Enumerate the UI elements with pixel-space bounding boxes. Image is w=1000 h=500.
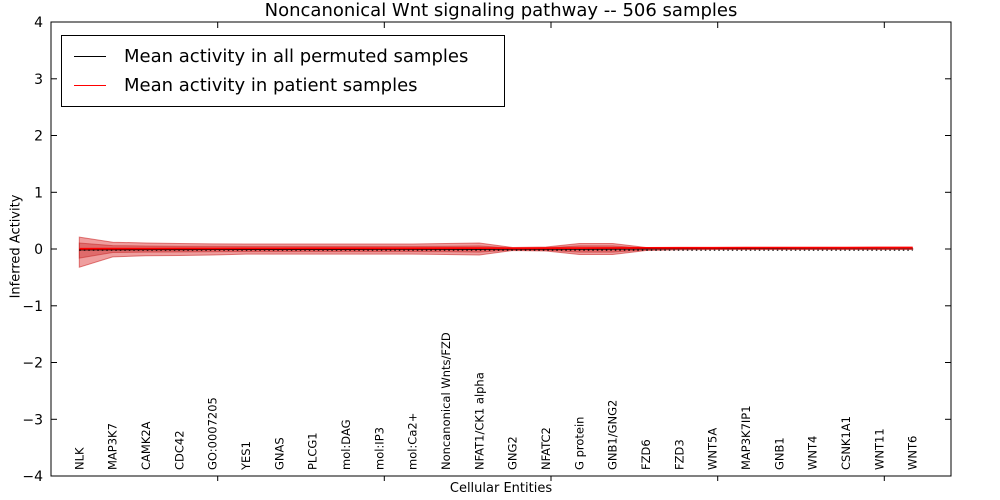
x-entity-label: CSNK1A1 (839, 416, 853, 470)
x-entity-label: GO:0007205 (206, 397, 220, 470)
x-entity-label: WNT4 (806, 436, 820, 470)
x-entity-label: WNT5A (706, 428, 720, 470)
x-entity-label: GNB1 (772, 437, 786, 470)
line-patient-mean (79, 246, 913, 250)
chart-title: Noncanonical Wnt signaling pathway -- 50… (264, 0, 738, 21)
x-entity-label: GNG2 (506, 436, 520, 470)
x-entity-label: GNAS (272, 437, 286, 470)
x-entity-label: WNT6 (906, 436, 920, 470)
y-tick-label: 1 (34, 185, 43, 201)
x-entity-label: FZD6 (639, 439, 653, 470)
x-entity-label: FZD3 (672, 439, 686, 470)
legend-label: Mean activity in patient samples (124, 75, 418, 96)
patient-band-inner (78, 242, 914, 259)
y-tick-label: 3 (34, 72, 43, 88)
patient-band-outer (78, 236, 914, 268)
y-tick-label: 0 (34, 242, 43, 258)
x-entity-label: MAP3K7IP1 (739, 405, 753, 470)
x-entity-label: NFATC2 (539, 427, 553, 470)
x-entity-label: Noncanonical Wnts/FZD (439, 332, 453, 470)
y-tick-label: 2 (34, 129, 43, 145)
x-entity-label: mol:DAG (339, 419, 353, 470)
y-tick-label: −3 (22, 412, 43, 428)
y-tick-label: 4 (34, 15, 43, 31)
x-entity-label: GNB1/GNG2 (606, 400, 620, 470)
x-entity-label: MAP3K7 (106, 423, 120, 470)
x-entity-label: PLCG1 (306, 432, 320, 470)
legend: Mean activity in all permuted samples Me… (61, 35, 505, 107)
x-entity-label: WNT11 (872, 428, 886, 470)
x-entity-label: mol:IP3 (372, 427, 386, 470)
legend-line-sample-red (74, 85, 106, 86)
x-axis-label: Cellular Entities (449, 481, 553, 496)
x-entity-label: NFAT1/CK1 alpha (472, 372, 486, 470)
y-tick-label: −1 (22, 299, 43, 315)
x-entity-label: CDC42 (172, 430, 186, 470)
legend-line-sample-black (74, 56, 106, 57)
legend-entry-patient: Mean activity in patient samples (74, 71, 494, 100)
legend-label: Mean activity in all permuted samples (124, 46, 469, 67)
y-tick-label: −4 (22, 469, 43, 485)
legend-entry-permuted: Mean activity in all permuted samples (74, 42, 494, 71)
y-tick-label: −2 (22, 356, 43, 372)
x-entity-label: CAMK2A (139, 421, 153, 470)
x-entity-label: NLK (72, 447, 86, 470)
x-entity-label: YES1 (239, 441, 253, 471)
x-entity-label: G protein (572, 417, 586, 470)
x-entity-label: mol:Ca2+ (406, 413, 420, 470)
